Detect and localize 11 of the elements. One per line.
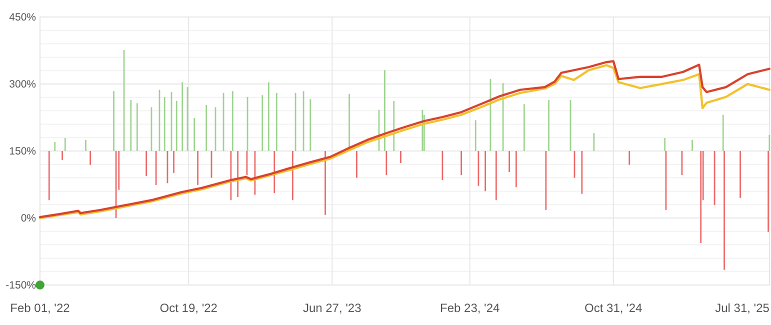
x-tick-label: Feb 01, '22 bbox=[10, 301, 70, 315]
x-tick-label: Oct 31, '24 bbox=[584, 301, 643, 315]
x-tick-label: Jun 27, '23 bbox=[302, 301, 362, 315]
y-tick-label: -150% bbox=[6, 280, 36, 292]
y-tick-label: 450% bbox=[9, 12, 36, 24]
x-tick-label: Feb 23, '24 bbox=[440, 301, 500, 315]
x-tick-label: Oct 19, '22 bbox=[160, 301, 218, 315]
y-tick-label: 0% bbox=[20, 212, 36, 225]
y-tick-label: 150% bbox=[9, 146, 36, 158]
y-tick-label: 300% bbox=[9, 78, 36, 91]
x-tick-label: Jul 31, '25 bbox=[715, 301, 770, 315]
